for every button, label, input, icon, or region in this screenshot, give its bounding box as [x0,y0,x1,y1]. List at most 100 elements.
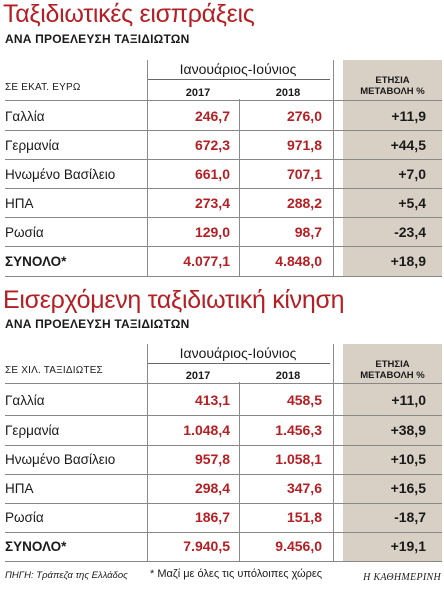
table-row: Ηνωμένο Βασίλειο 957,8 1.058,1 +10,5 [0,445,444,474]
row-divider [5,246,442,247]
value-2018: 276,0 [286,108,322,124]
period-label: Ιανουάριος-Ιούνιος [179,61,297,77]
row-divider [5,276,442,277]
value-2018: 1.058,1 [275,451,322,467]
table-row: Γερμανία 1.048,4 1.456,3 +38,9 [0,416,444,445]
change-header-line1: ΕΤΗΣΙΑ [375,75,410,86]
value-2017: 661,0 [194,166,230,182]
row-divider [5,100,442,101]
change-header-line2: ΜΕΤΑΒΟΛΗ % [360,86,425,97]
unit-label: ΣΕ ΕΚΑΤ. ΕΥΡΩ [5,82,81,93]
value-2018: 98,7 [294,224,322,240]
value-2017: 246,7 [194,108,230,124]
annual-change: +19,1 [390,538,426,554]
value-2018: 707,1 [286,166,322,182]
row-divider [5,188,442,189]
total-row: ΣΥΝΟΛΟ* 7.940,5 9.456,0 +19,1 [0,532,444,561]
row-divider [5,383,442,384]
row-divider [5,474,442,475]
table-row: Ρωσία 129,0 98,7 -23,4 [0,218,444,247]
value-2018: 458,5 [286,392,322,408]
row-divider [5,217,442,218]
annual-change: +16,5 [390,480,426,496]
country-name: Ηνωμένο Βασίλειο [5,167,116,182]
value-2017: 1.048,4 [183,422,230,438]
column-divider [333,60,334,277]
country-name: ΗΠΑ [5,481,34,496]
annual-change: -23,4 [394,224,426,240]
change-header: ΕΤΗΣΙΑ ΜΕΤΑΒΟΛΗ % [343,359,442,381]
country-name: ΣΥΝΟΛΟ* [5,254,67,269]
value-2017: 298,4 [194,480,230,496]
annual-change: -18,7 [394,509,426,525]
total-row: ΣΥΝΟΛΟ* 4.077,1 4.848,0 +18,9 [0,247,444,276]
value-2017: 4.077,1 [183,253,230,269]
value-2017: 186,7 [194,509,230,525]
annual-change: +44,5 [390,137,426,153]
value-2018: 4.848,0 [275,253,322,269]
section-title: Εισερχόμενη ταξιδιωτική κίνηση [3,286,345,314]
table-row: Ηνωμένο Βασίλειο 661,0 707,1 +7,0 [0,160,444,189]
value-2017: 672,3 [194,137,230,153]
table-row: ΗΠΑ 298,4 347,6 +16,5 [0,474,444,503]
annual-change: +11,9 [391,108,426,124]
period-rule [148,79,330,80]
value-2018: 9.456,0 [275,538,322,554]
row-divider [5,445,442,446]
footnote: * Μαζί με όλες τις υπόλοιπες χώρες [150,568,323,580]
row-divider [5,561,442,562]
arrivals-section: Εισερχόμενη ταξιδιωτική κίνηση ΑΝΑ ΠΡΟΕΛ… [0,284,444,564]
change-column-shade [343,344,442,562]
source-note: ΠΗΓΗ: Τράπεζα της Ελλάδος [5,570,128,581]
year-2018-header: 2018 [275,87,301,99]
country-name: ΗΠΑ [5,196,34,211]
country-name: Γαλλία [5,393,45,408]
value-2018: 347,6 [286,480,322,496]
country-name: Γαλλία [5,109,45,124]
change-column-shade [343,60,442,277]
unit-label: ΣΕ ΧΙΛ. ΤΑΞΙΔΙΩΤΕΣ [5,365,103,376]
value-2017: 413,1 [194,392,230,408]
annual-change: +10,5 [390,451,426,467]
column-divider [333,344,334,562]
column-divider [239,382,240,562]
annual-change: +38,9 [390,422,426,438]
annual-change: +11,0 [391,392,426,408]
change-header-line1: ΕΤΗΣΙΑ [375,359,410,370]
value-2017: 7.940,5 [183,538,230,554]
year-2018-header: 2018 [275,370,301,382]
annual-change: +18,9 [390,253,426,269]
section-subtitle: ΑΝΑ ΠΡΟΕΛΕΥΣΗ ΤΑΞΙΔΙΩΤΩΝ [5,317,190,331]
table-row: Γαλλία 413,1 458,5 +11,0 [0,386,444,415]
row-divider [5,503,442,504]
table-row: Γερμανία 672,3 971,8 +44,5 [0,131,444,160]
country-name: Ρωσία [5,510,44,525]
row-divider [5,532,442,533]
country-name: Γερμανία [5,423,60,438]
column-divider [147,60,148,277]
change-header: ΕΤΗΣΙΑ ΜΕΤΑΒΟΛΗ % [343,75,442,97]
country-name: Ρωσία [5,225,44,240]
period-label: Ιανουάριος-Ιούνιος [179,345,297,361]
table-row: Γαλλία 246,7 276,0 +11,9 [0,102,444,131]
year-2017-header: 2017 [185,87,211,99]
row-divider [5,415,442,416]
publisher-logo: Η ΚΑΘΗΜΕΡΙΝΗ [363,572,441,583]
column-divider [147,344,148,562]
value-2018: 151,8 [286,509,322,525]
value-2017: 129,0 [194,224,230,240]
section-title: Ταξιδιωτικές εισπράξεις [3,0,255,28]
table-row: Ρωσία 186,7 151,8 -18,7 [0,503,444,532]
change-header-line2: ΜΕΤΑΒΟΛΗ % [360,370,425,381]
section-subtitle: ΑΝΑ ΠΡΟΕΛΕΥΣΗ ΤΑΞΙΔΙΩΤΩΝ [5,32,190,46]
value-2018: 288,2 [286,195,322,211]
row-divider [5,130,442,131]
value-2018: 1.456,3 [275,422,322,438]
value-2017: 273,4 [194,195,230,211]
period-rule [148,363,330,364]
value-2018: 971,8 [286,137,322,153]
value-2017: 957,8 [194,451,230,467]
receipts-section: Ταξιδιωτικές εισπράξεις ΑΝΑ ΠΡΟΕΛΕΥΣΗ ΤΑ… [0,0,444,284]
country-name: Γερμανία [5,138,60,153]
row-divider [5,159,442,160]
